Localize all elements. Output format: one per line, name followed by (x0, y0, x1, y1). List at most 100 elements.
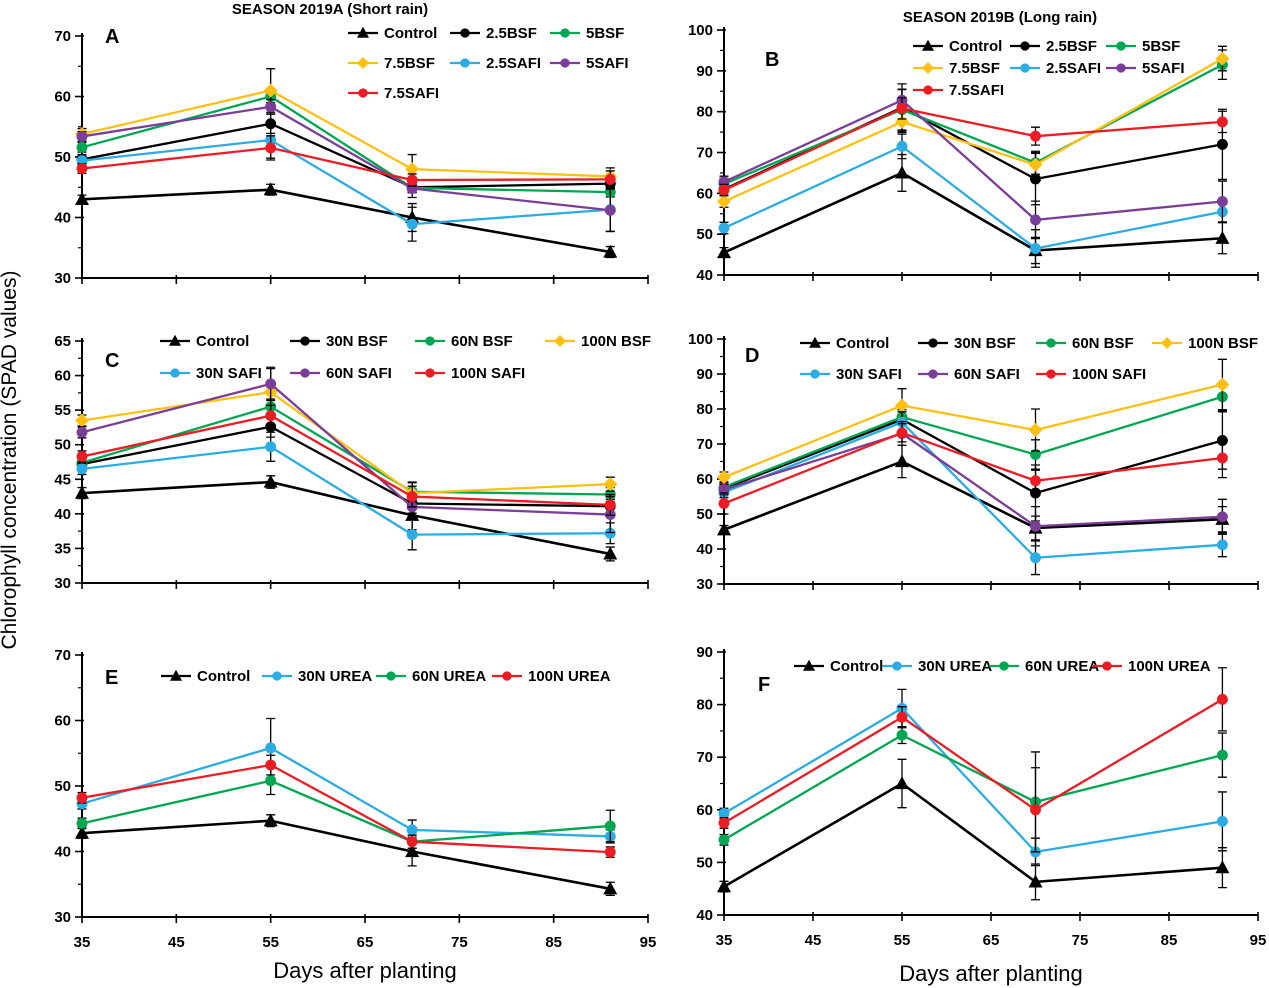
data-point-marker (1215, 230, 1230, 244)
x-tick-label: 35 (716, 932, 733, 949)
data-point-marker (896, 427, 908, 439)
data-point-marker (1030, 552, 1041, 564)
series-line (723, 171, 1223, 254)
legend-marker-diamond (1161, 337, 1173, 349)
y-tick-label: 80 (696, 104, 713, 121)
legend-label: 7.5SAFI (384, 85, 439, 102)
data-point-marker (265, 421, 277, 433)
data-point-marker (265, 142, 277, 154)
y-tick-label: 40 (696, 907, 713, 924)
legend-item-30N SAFI: 30N SAFI (160, 365, 262, 382)
y-tick-label: 30 (54, 575, 71, 592)
series-line (81, 405, 611, 496)
panel-D-series-60N SAFI (718, 420, 1228, 547)
legend-item-60N UREA: 60N UREA (989, 658, 1099, 675)
legend-item-100N UREA: 100N UREA (1092, 658, 1211, 675)
data-point-marker (406, 529, 418, 541)
legend-item-2.5BSF: 2.5BSF (450, 25, 537, 42)
legend-label: 5BSF (586, 25, 624, 42)
legend-marker-circle (1102, 661, 1112, 671)
legend-marker-diamond (922, 62, 934, 74)
data-point-marker (717, 470, 731, 485)
legend-item-100N BSF: 100N BSF (1152, 335, 1258, 352)
legend-item-Control: Control (161, 668, 250, 685)
y-tick-label: 50 (54, 149, 71, 166)
legend-label: 100N UREA (528, 668, 611, 685)
data-point-marker (895, 165, 909, 179)
legend-label: 100N BSF (581, 333, 651, 350)
data-point-marker (718, 222, 730, 234)
y-tick-label: 50 (696, 226, 713, 243)
y-tick-label: 40 (54, 844, 71, 861)
legend-item-5SAFI: 5SAFI (1106, 60, 1185, 77)
series-line (723, 432, 1223, 528)
series-line (81, 779, 611, 843)
y-tick-label: 50 (54, 778, 71, 795)
panel-letter-D: D (745, 345, 759, 367)
data-point-marker (604, 173, 616, 185)
data-point-marker (76, 451, 88, 462)
data-point-marker (895, 776, 909, 790)
data-point-marker (76, 792, 88, 804)
x-tick-label: 45 (168, 934, 185, 951)
data-point-marker (265, 759, 277, 771)
legend-label: 5SAFI (1142, 60, 1185, 77)
data-point-marker (406, 824, 418, 836)
y-tick-label: 60 (696, 471, 713, 488)
data-point-marker (265, 441, 277, 453)
panel-B-legend: Control 2.5BSF 5BSF 7.5BSF 2.5SAFI 5SAFI 7.5SA… (913, 38, 1185, 99)
legend-label: 30N SAFI (836, 366, 902, 383)
data-point-marker (263, 182, 278, 196)
data-point-marker (718, 834, 730, 846)
legend-label: 5SAFI (586, 55, 629, 72)
panel-A-series-2.5SAFI (76, 121, 616, 242)
y-tick-label: 90 (696, 63, 713, 80)
y-tick-label: 70 (696, 436, 713, 453)
data-point-marker (1030, 449, 1041, 460)
season-a-title: SEASON 2019A (Short rain) (232, 1, 428, 18)
panel-F-legend: Control 30N UREA 60N UREA 100N UREA (794, 658, 1211, 675)
data-point-marker (263, 474, 278, 488)
legend-label: Control (197, 668, 250, 685)
legend-marker-circle (460, 58, 470, 68)
panel-F-series-30N UREA (718, 688, 1228, 867)
x-tick-label: 85 (545, 934, 562, 951)
legend-label: 2.5SAFI (486, 55, 541, 72)
data-point-marker (265, 101, 277, 113)
legend-marker-circle (300, 336, 310, 346)
y-tick-label: 40 (696, 267, 713, 284)
series-line (81, 382, 611, 516)
legend-label: 60N SAFI (954, 366, 1020, 383)
data-point-marker (1216, 693, 1228, 705)
legend-marker-circle (460, 28, 470, 38)
x-tick-label: 65 (357, 934, 374, 951)
data-point-marker (1215, 377, 1230, 392)
legend-item-7.5SAFI: 7.5SAFI (348, 85, 439, 102)
data-point-marker (76, 163, 88, 174)
x-tick-label: 65 (983, 932, 1000, 949)
legend-marker-diamond (554, 335, 566, 347)
legend-item-Control: Control (794, 658, 883, 675)
legend-marker-circle (810, 369, 820, 379)
season-b-title: SEASON 2019B (Long rain) (903, 9, 1097, 26)
data-point-marker (604, 846, 616, 858)
panel-letter-E: E (105, 667, 118, 689)
y-tick-label: 80 (696, 697, 713, 714)
legend-label: 2.5BSF (1046, 38, 1097, 55)
data-point-marker (406, 491, 418, 503)
panel-letter-F: F (758, 674, 770, 696)
legend-marker-triangle (922, 39, 934, 51)
legend-item-5SAFI: 5SAFI (550, 55, 629, 72)
y-tick-label: 70 (54, 647, 71, 664)
series-line (723, 99, 1223, 222)
y-tick-label: 55 (54, 402, 71, 419)
x-tick-label: 45 (805, 932, 822, 949)
data-point-marker (604, 527, 616, 539)
x-tick-label: 55 (262, 934, 279, 951)
legend-marker-triangle (357, 26, 369, 38)
data-point-marker (717, 879, 731, 893)
legend-marker-circle (386, 671, 396, 681)
y-tick-label: 60 (54, 89, 71, 106)
panel-E-series-30N UREA (76, 717, 616, 844)
